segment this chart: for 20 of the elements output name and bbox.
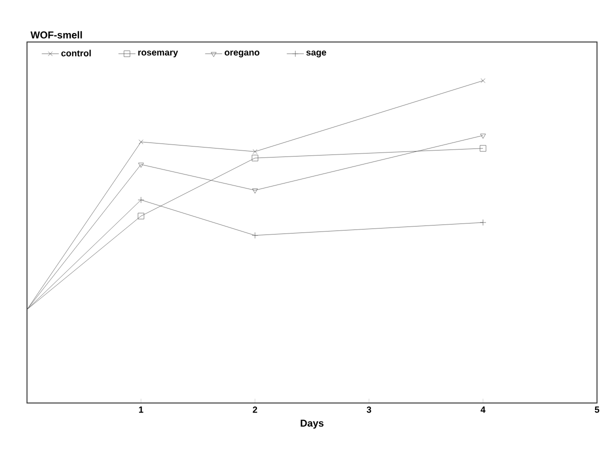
point	[480, 78, 486, 83]
x-tick-label: 4	[480, 406, 486, 413]
x-tick-label: 2	[252, 406, 258, 413]
x-tick-label: 3	[366, 406, 372, 413]
point	[480, 134, 486, 139]
legend-label: oregano	[224, 50, 260, 58]
legend-label: rosemary	[138, 50, 178, 58]
point	[480, 145, 486, 152]
x-axis-title: Days	[300, 420, 324, 429]
point	[252, 149, 258, 154]
legend-label: sage	[306, 50, 326, 58]
legend-label: control	[61, 50, 91, 56]
point	[138, 140, 144, 144]
point	[138, 212, 144, 220]
point	[252, 154, 258, 162]
point	[252, 188, 258, 194]
x-tick-label: 5	[594, 406, 600, 413]
x-tick-label: 1	[139, 406, 144, 413]
y-axis-title: WOF-smell	[30, 31, 82, 38]
point	[138, 162, 144, 168]
